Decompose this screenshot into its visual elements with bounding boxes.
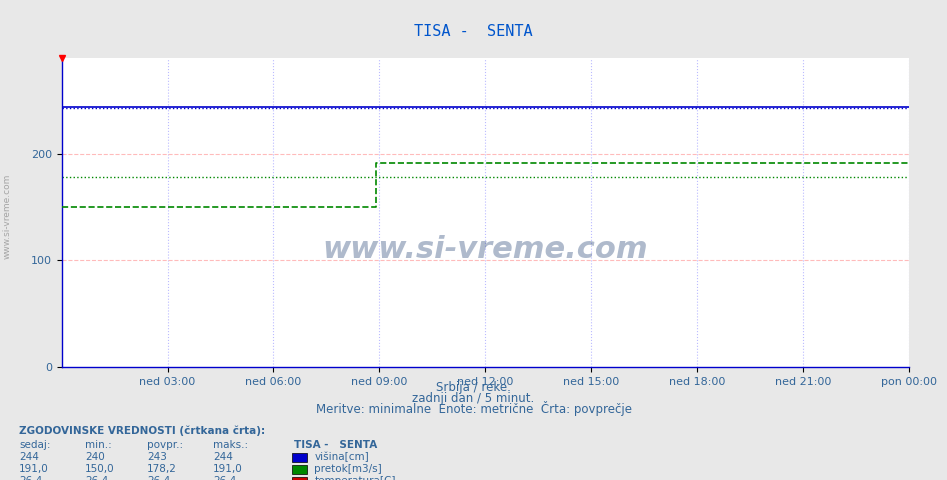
Text: pretok[m3/s]: pretok[m3/s] [314, 464, 383, 474]
Text: 26,4: 26,4 [19, 476, 43, 480]
Text: TISA -  SENTA: TISA - SENTA [414, 24, 533, 39]
Text: povpr.:: povpr.: [147, 440, 183, 450]
Text: Srbija / reke.: Srbija / reke. [436, 381, 511, 394]
Text: maks.:: maks.: [213, 440, 248, 450]
Text: zadnji dan / 5 minut.: zadnji dan / 5 minut. [412, 392, 535, 405]
Text: 243: 243 [147, 452, 167, 462]
Text: 191,0: 191,0 [19, 464, 48, 474]
Text: www.si-vreme.com: www.si-vreme.com [323, 235, 648, 264]
Text: 191,0: 191,0 [213, 464, 242, 474]
Text: TISA -   SENTA: TISA - SENTA [294, 440, 377, 450]
Text: ZGODOVINSKE VREDNOSTI (črtkana črta):: ZGODOVINSKE VREDNOSTI (črtkana črta): [19, 426, 265, 436]
Text: sedaj:: sedaj: [19, 440, 50, 450]
Text: 26,4: 26,4 [213, 476, 237, 480]
Text: temperatura[C]: temperatura[C] [314, 476, 396, 480]
Text: Meritve: minimalne  Enote: metrične  Črta: povprečje: Meritve: minimalne Enote: metrične Črta:… [315, 401, 632, 416]
Text: 150,0: 150,0 [85, 464, 115, 474]
Text: 178,2: 178,2 [147, 464, 177, 474]
Text: min.:: min.: [85, 440, 112, 450]
Text: 26,4: 26,4 [85, 476, 109, 480]
Text: 26,4: 26,4 [147, 476, 170, 480]
Text: www.si-vreme.com: www.si-vreme.com [3, 173, 12, 259]
Text: 244: 244 [213, 452, 233, 462]
Text: 244: 244 [19, 452, 39, 462]
Text: 240: 240 [85, 452, 105, 462]
Text: višina[cm]: višina[cm] [314, 451, 369, 462]
